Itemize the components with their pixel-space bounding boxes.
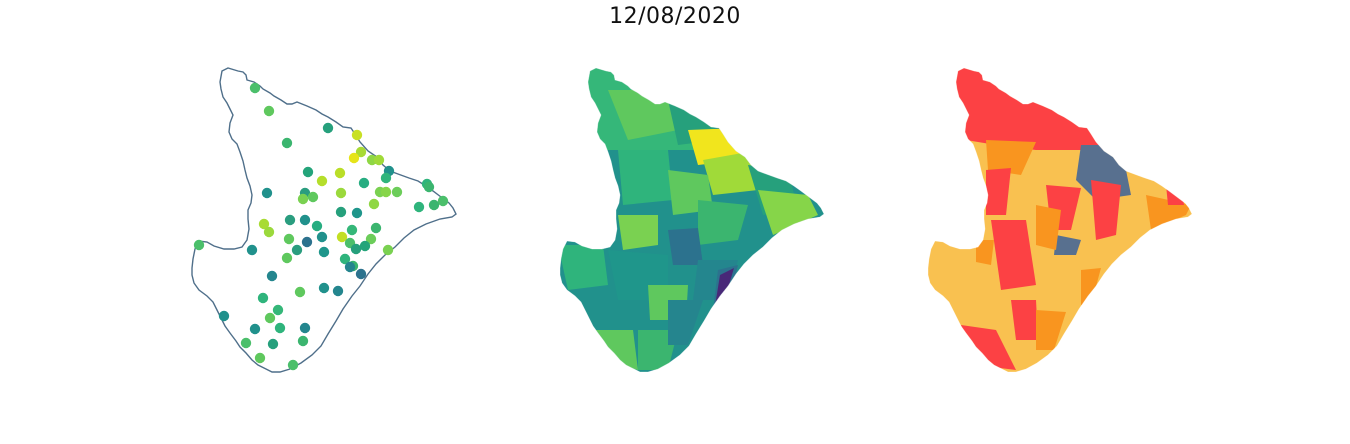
region-coast-red <box>1166 185 1184 205</box>
region-capital-orange <box>1081 268 1101 305</box>
municipality-point <box>332 285 344 297</box>
municipality-point <box>350 243 362 255</box>
municipality-point <box>423 181 435 193</box>
figure-title: 12/08/2020 <box>609 4 741 29</box>
municipality-point <box>291 244 303 256</box>
municipality-point <box>302 166 314 178</box>
region-mid-red <box>991 220 1036 290</box>
municipality-point <box>264 312 276 324</box>
municipality-point <box>358 177 370 189</box>
municipality-point <box>299 322 311 334</box>
municipality-point <box>254 352 266 364</box>
municipality-point <box>335 187 347 199</box>
municipality-point <box>258 218 270 230</box>
municipality-point <box>336 231 348 243</box>
municipality-point <box>339 253 351 265</box>
municipality-point <box>316 175 328 187</box>
municipality-point <box>428 199 440 211</box>
municipality-point <box>193 239 205 251</box>
region-dark-center <box>668 228 703 265</box>
municipality-point <box>274 322 286 334</box>
municipality-point <box>351 129 363 141</box>
municipality-point <box>355 268 367 280</box>
region-south-orange <box>1036 310 1066 350</box>
municipality-point <box>266 270 278 282</box>
municipality-point <box>370 222 382 234</box>
region-coast-lime <box>758 190 818 235</box>
region-center-east <box>698 200 748 245</box>
municipality-point <box>318 282 330 294</box>
municipality-point <box>281 137 293 149</box>
region-north-red <box>928 68 1131 150</box>
region-south-red <box>1011 300 1038 340</box>
municipality-point <box>380 186 392 198</box>
municipality-point <box>318 246 330 258</box>
municipality-point <box>218 310 230 322</box>
region-south-coast <box>668 300 703 345</box>
municipality-point <box>413 201 425 213</box>
municipality-point <box>257 292 269 304</box>
municipality-point <box>348 152 360 164</box>
region-north-orange <box>986 140 1036 175</box>
municipality-point <box>272 304 284 316</box>
municipality-point <box>344 261 356 273</box>
municipality-point <box>391 186 403 198</box>
region-lime <box>703 152 758 195</box>
municipality-point <box>297 193 309 205</box>
municipality-point <box>294 286 306 298</box>
municipality-point <box>311 220 323 232</box>
municipality-point <box>334 167 346 179</box>
municipality-point <box>249 323 261 335</box>
municipality-point <box>299 214 311 226</box>
region-mid-gray <box>1054 235 1081 255</box>
municipality-point <box>335 206 347 218</box>
municipality-point <box>297 335 309 347</box>
municipality-point <box>263 105 275 117</box>
region-center-red <box>1091 180 1121 240</box>
municipality-point <box>368 198 380 210</box>
municipality-point <box>246 244 258 256</box>
panel-points-map <box>191 67 457 373</box>
municipality-point <box>355 146 367 158</box>
municipality-point <box>365 233 377 245</box>
region-mid-orange <box>1036 205 1061 250</box>
panel-viridis-choropleth <box>559 67 825 373</box>
state-outline <box>191 67 457 373</box>
municipality-point <box>281 252 293 264</box>
municipality-point <box>267 338 279 350</box>
municipality-point <box>263 226 275 238</box>
municipality-point <box>301 236 313 248</box>
municipality-point <box>249 82 261 94</box>
municipality-point <box>373 154 385 166</box>
municipality-point <box>307 191 319 203</box>
region-far-west <box>560 245 608 290</box>
region-west-orange <box>976 240 994 265</box>
municipality-point <box>283 233 295 245</box>
municipality-point <box>261 187 273 199</box>
municipality-point <box>287 359 299 371</box>
municipality-point <box>346 224 358 236</box>
region-west-red <box>986 168 1011 215</box>
panel-risk-choropleth <box>927 67 1193 373</box>
region-far-south-west <box>593 330 638 370</box>
municipality-point <box>380 172 392 184</box>
municipality-points <box>193 82 449 371</box>
region-center-west <box>618 150 673 205</box>
region-west-lime <box>618 215 658 250</box>
municipality-point <box>284 214 296 226</box>
municipality-point <box>322 122 334 134</box>
municipality-point <box>359 240 371 252</box>
municipality-point <box>382 244 394 256</box>
municipality-point <box>351 207 363 219</box>
municipality-point <box>240 337 252 349</box>
municipality-point <box>316 231 328 243</box>
municipality-point <box>437 195 449 207</box>
